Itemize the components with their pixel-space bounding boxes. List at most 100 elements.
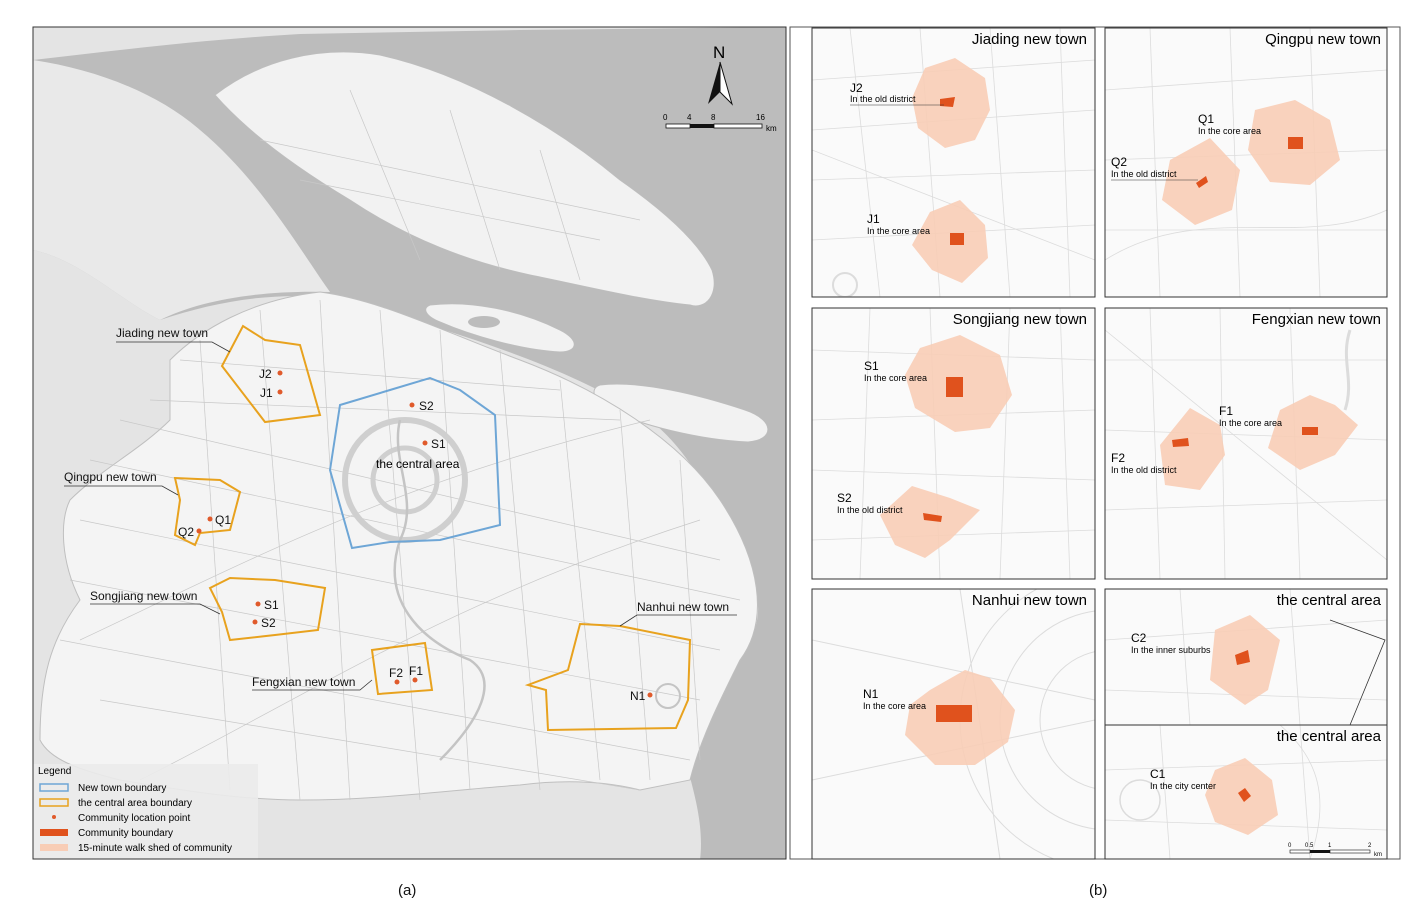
- point-f2: [394, 679, 400, 685]
- svg-text:C1: C1: [1150, 767, 1166, 781]
- label-s2: S2: [261, 616, 276, 630]
- label-fengxian: Fengxian new town: [252, 675, 355, 689]
- legend-swatch-orange: [39, 798, 69, 807]
- inset-fengxian-title: Fengxian new town: [1252, 311, 1381, 328]
- inset-fengxian-labels: Fengxian new town F1 In the core area F2…: [1111, 311, 1381, 475]
- fengxian-boundary: [370, 641, 434, 696]
- label-s2-central: S2: [419, 399, 434, 413]
- inset-central-c1: [1105, 725, 1387, 859]
- svg-text:In the core area: In the core area: [867, 226, 930, 236]
- inset-scale-bar: 0 0.5 1 2 km: [1288, 843, 1382, 858]
- huangpu-river: [393, 419, 486, 761]
- svg-text:4: 4: [687, 113, 692, 122]
- label-s1: S1: [264, 598, 279, 612]
- label-j1: J1: [260, 386, 273, 400]
- community-points: [196, 370, 653, 698]
- svg-text:Community boundary: Community boundary: [78, 828, 173, 839]
- label-f2: F2: [389, 666, 403, 680]
- inset-central-c1-title: the central area: [1277, 728, 1382, 745]
- svg-text:Community location point: Community location point: [78, 813, 190, 824]
- nanhui-boundary: [524, 622, 692, 732]
- svg-text:In the old district: In the old district: [850, 94, 916, 104]
- central-area-boundary: [328, 376, 502, 550]
- svg-text:km: km: [1374, 852, 1382, 858]
- svg-text:J1: J1: [867, 212, 880, 226]
- point-s1-central: [422, 440, 428, 446]
- inset-central-c2-labels: the central area C2 In the inner suburbs: [1131, 592, 1382, 655]
- point-n1: [647, 692, 653, 698]
- legend-title: Legend: [38, 766, 71, 777]
- inset-central-c1-labels: the central area C1 In the city center 0…: [1150, 728, 1382, 858]
- svg-text:In the old district: In the old district: [1111, 465, 1177, 475]
- svg-text:8: 8: [711, 113, 716, 122]
- point-s2-central: [409, 402, 415, 408]
- svg-text:In the core area: In the core area: [1198, 126, 1261, 136]
- svg-text:Q1: Q1: [1198, 112, 1214, 126]
- svg-text:S2: S2: [837, 491, 852, 505]
- label-j2: J2: [259, 367, 272, 381]
- svg-text:In the inner suburbs: In the inner suburbs: [1131, 645, 1211, 655]
- svg-text:New town boundary: New town boundary: [78, 783, 166, 794]
- main-map: J2 J1 S2 S1 Q1 Q2 S1 S2 F2 F1 N1 the cen…: [33, 27, 786, 859]
- main-map-frame: [32, 26, 787, 860]
- svg-text:In the core area: In the core area: [1219, 418, 1282, 428]
- lake-small: [468, 316, 500, 328]
- svg-text:C2: C2: [1131, 631, 1147, 645]
- inset-nanhui-title: Nanhui new town: [972, 592, 1087, 609]
- svg-text:0: 0: [663, 113, 668, 122]
- north-label: N: [713, 43, 725, 62]
- island-changxing: [425, 303, 575, 353]
- svg-text:0: 0: [1288, 843, 1292, 849]
- point-f1: [412, 677, 418, 683]
- label-jiading: Jiading new town: [116, 326, 208, 340]
- core-density: [342, 417, 468, 543]
- legend-swatch-boundary: [40, 829, 68, 836]
- svg-text:0.5: 0.5: [1305, 843, 1314, 849]
- community-labels: J2 J1 S2 S1 Q1 Q2 S1 S2 F2 F1 N1: [178, 367, 646, 703]
- svg-text:the central area boundary: the central area boundary: [78, 798, 192, 809]
- svg-text:F2: F2: [1111, 451, 1125, 465]
- region-northwest: [33, 60, 330, 320]
- svg-text:In the old district: In the old district: [1111, 169, 1177, 179]
- svg-text:15-minute walk shed of communi: 15-minute walk shed of community: [78, 843, 232, 854]
- songjiang-boundary: [208, 576, 327, 642]
- point-q2: [196, 528, 202, 534]
- central-area-label: the central area: [376, 457, 460, 471]
- inset-qingpu: [1105, 28, 1387, 297]
- legend-swatch-walkshed: [40, 844, 68, 851]
- label-nanhui: Nanhui new town: [637, 600, 729, 614]
- caption-b: (b): [1089, 882, 1108, 899]
- svg-text:2: 2: [1368, 843, 1372, 849]
- new-town-labels: Jiading new town Qingpu new town Songjia…: [64, 326, 737, 691]
- north-arrow: N: [708, 43, 734, 106]
- svg-text:S1: S1: [864, 359, 879, 373]
- svg-text:In the core area: In the core area: [863, 701, 926, 711]
- point-j2: [277, 370, 283, 376]
- legend-swatch-point: [52, 815, 56, 819]
- caption-a: (a): [398, 882, 417, 899]
- inset-songjiang: [812, 308, 1095, 579]
- point-s2: [252, 619, 258, 625]
- svg-text:km: km: [766, 124, 777, 133]
- main-scale-bar: 0 4 8 16 km: [663, 113, 777, 133]
- svg-text:J2: J2: [850, 81, 863, 95]
- point-s1: [255, 601, 261, 607]
- point-q1: [207, 516, 213, 522]
- label-s1-central: S1: [431, 437, 446, 451]
- island-chongming: [214, 51, 715, 307]
- inset-central-c2-title: the central area: [1277, 592, 1382, 609]
- label-qingpu: Qingpu new town: [64, 470, 157, 484]
- inset-nanhui-labels: Nanhui new town N1 In the core area: [863, 592, 1087, 711]
- inset-jiading-labels: Jiading new town J2 In the old district …: [850, 31, 1087, 236]
- label-songjiang: Songjiang new town: [90, 589, 197, 603]
- svg-text:1: 1: [1328, 843, 1332, 849]
- jiading-boundary: [220, 324, 322, 424]
- svg-text:In the city center: In the city center: [1150, 781, 1216, 791]
- legend-swatch-blue: [39, 783, 69, 792]
- dishui-lake: [655, 683, 681, 709]
- inset-songjiang-labels: Songjiang new town S1 In the core area S…: [837, 311, 1087, 515]
- inset-qingpu-title: Qingpu new town: [1265, 31, 1381, 48]
- inset-qingpu-labels: Qingpu new town Q1 In the core area Q2 I…: [1111, 31, 1381, 181]
- point-j1: [277, 389, 283, 395]
